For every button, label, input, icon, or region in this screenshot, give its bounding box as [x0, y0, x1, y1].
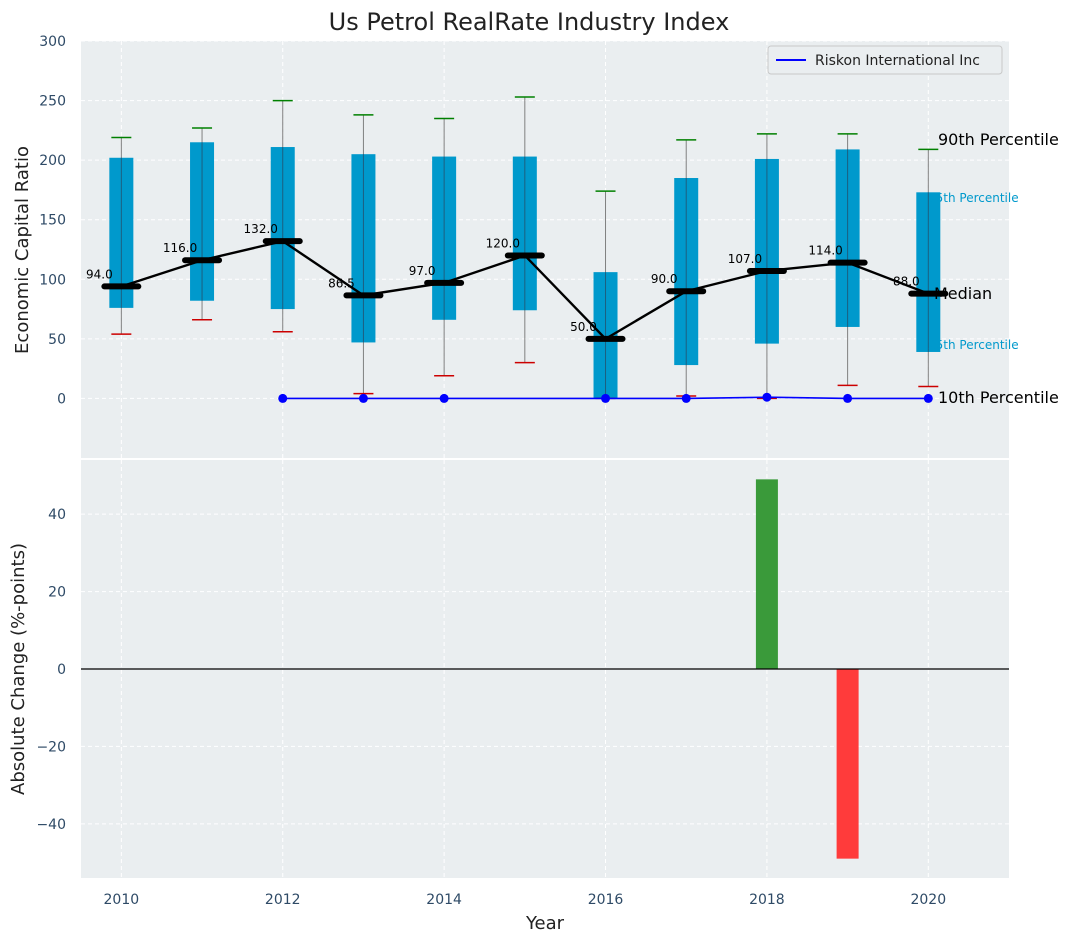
median-value-label: 86.5: [328, 276, 355, 290]
median-value-label: 107.0: [728, 252, 762, 266]
bottom-y-tick-label: 0: [57, 662, 66, 678]
company-series-point: [601, 393, 611, 403]
company-series-point: [843, 393, 853, 403]
percentile-labels: 90th Percentile 75th Percentile Median 2…: [928, 130, 1059, 407]
top-y-tick-label: 200: [39, 153, 66, 169]
median-value-label: 116.0: [163, 241, 197, 255]
median-value-label: 97.0: [409, 264, 436, 278]
median-label: Median: [934, 284, 992, 303]
top-y-tick-label: 100: [39, 272, 66, 288]
bottom-y-ticks: −40 −20 0 20 40: [36, 507, 66, 833]
median-trend-group: 94.0 116.0 132.0 86.5 97.0 120.0 50.0 90.0 107.0…: [86, 222, 949, 342]
bottom-y-tick-label: 20: [48, 585, 66, 601]
top-y-tick-label: 50: [48, 332, 66, 348]
x-tick-label: 2010: [104, 892, 140, 908]
p90-label: 90th Percentile: [938, 130, 1059, 149]
negative-change-bar: [836, 669, 859, 859]
legend-frame: [767, 45, 1003, 75]
bottom-y-axis-label: Absolute Change (%-points): [8, 543, 29, 795]
company-series-point: [358, 393, 368, 403]
company-series-point: [923, 393, 933, 403]
chart-title: Us Petrol RealRate Industry Index: [329, 8, 730, 36]
bottom-y-tick-label: 40: [48, 507, 66, 523]
company-series-point: [762, 392, 772, 402]
p10-label: 10th Percentile: [938, 388, 1059, 407]
median-value-label: 90.0: [651, 272, 678, 286]
box-plot-group: [109, 96, 941, 400]
top-y-axis-label: Economic Capital Ratio: [12, 146, 33, 354]
legend-entry: Riskon International Inc: [815, 53, 980, 69]
median-value-label: 114.0: [808, 244, 842, 258]
top-y-tick-label: 300: [39, 34, 66, 50]
top-y-tick-label: 250: [39, 94, 66, 110]
change-bars: [755, 479, 859, 859]
x-tick-label: 2014: [426, 892, 462, 908]
x-tick-label: 2018: [749, 892, 785, 908]
median-value-label: 94.0: [86, 267, 113, 281]
median-value-label: 50.0: [570, 320, 597, 334]
x-tick-label: 2020: [910, 892, 946, 908]
company-series-point: [439, 393, 449, 403]
positive-change-bar: [755, 479, 778, 669]
company-series-point: [681, 393, 691, 403]
top-panel-background: [81, 41, 1009, 458]
p75-label: 75th Percentile: [928, 191, 1019, 205]
bottom-y-tick-label: −40: [36, 817, 66, 833]
median-value-label: 132.0: [244, 222, 278, 236]
median-value-label: 88.0: [893, 275, 920, 289]
top-panel-grid: [81, 40, 1009, 458]
company-series-group: [278, 392, 933, 403]
x-tick-label: 2012: [265, 892, 301, 908]
top-y-tick-label: 0: [57, 391, 66, 407]
legend: Riskon International Inc: [767, 45, 1003, 75]
median-value-label: 120.0: [486, 236, 520, 250]
top-y-ticks: 0 50 100 150 200 250 300: [39, 34, 66, 407]
company-series-line: [282, 396, 929, 400]
top-y-tick-label: 150: [39, 213, 66, 229]
company-series-point: [278, 393, 288, 403]
x-ticks: 2010 2012 2014 2016 2018 2020: [104, 892, 947, 908]
p25-label: 25th Percentile: [928, 338, 1019, 352]
x-axis-label: Year: [525, 913, 565, 934]
bottom-y-tick-label: −20: [36, 739, 66, 755]
x-tick-label: 2016: [588, 892, 624, 908]
